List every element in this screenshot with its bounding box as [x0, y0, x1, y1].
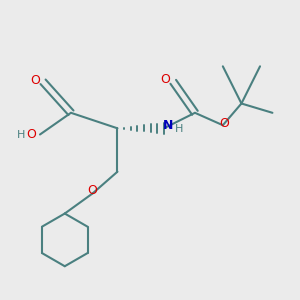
Text: O: O [160, 73, 170, 86]
Text: O: O [87, 184, 97, 197]
Text: O: O [30, 74, 40, 87]
Text: O: O [219, 116, 229, 130]
Text: H: H [16, 130, 25, 140]
Text: O: O [27, 128, 37, 141]
Text: N: N [163, 119, 173, 132]
Text: H: H [175, 124, 183, 134]
